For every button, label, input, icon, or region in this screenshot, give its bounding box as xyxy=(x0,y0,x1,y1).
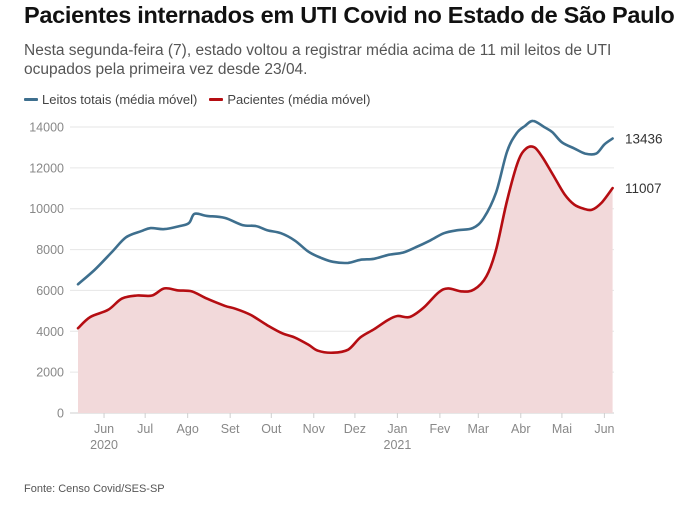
y-tick-label: 4000 xyxy=(36,325,64,339)
chart-subtitle: Nesta segunda-feira (7), estado voltou a… xyxy=(24,42,612,78)
y-axis: 0 2000 4000 6000 8000 10000 12000 14000 xyxy=(29,121,64,421)
source-note: Fonte: Censo Covid/SES-SP xyxy=(24,483,165,495)
line-layer xyxy=(76,119,614,355)
x-tick-label: Abr xyxy=(511,422,530,436)
x-tick-label: Mar xyxy=(468,422,490,436)
x-tick-label: Jun xyxy=(594,422,614,436)
y-tick-label: 8000 xyxy=(36,243,64,257)
x-tick-label: Nov xyxy=(303,422,326,436)
x-tick-label: Ago xyxy=(177,422,199,436)
leitos-end-label: 13436 xyxy=(625,132,663,147)
pacientes-area xyxy=(78,146,613,413)
leitos-line xyxy=(76,119,614,286)
x-tick-label: Mai xyxy=(552,422,572,436)
end-labels: 13436 11007 xyxy=(625,132,663,197)
legend-item-leitos: Leitos totais (média móvel) xyxy=(24,92,197,107)
y-tick-label: 6000 xyxy=(36,284,64,298)
x-tick-label: Fev xyxy=(429,422,451,436)
x-tick-year-label: 2020 xyxy=(90,438,118,452)
x-axis: Jun 2020 Jul Ago Set Out Nov Dez Jan 2021 Fev Mar Ab… xyxy=(90,413,615,452)
chart-legend: Leitos totais (média móvel) Pacientes (m… xyxy=(24,92,382,107)
x-tick-label: Dez xyxy=(344,422,366,436)
x-tick-label: Jan xyxy=(387,422,407,436)
x-tick-label: Set xyxy=(221,422,240,436)
pacientes-line xyxy=(76,145,614,355)
x-tick-label: Out xyxy=(261,422,282,436)
y-tick-label: 10000 xyxy=(29,202,64,216)
legend-label-leitos: Leitos totais (média móvel) xyxy=(42,92,198,107)
pacientes-end-label: 11007 xyxy=(625,181,662,196)
chart-title: Pacientes internados em UTI Covid no Est… xyxy=(24,2,675,28)
y-tick-label: 0 xyxy=(57,407,64,421)
legend-swatch-pacientes xyxy=(209,98,224,101)
x-tick-year-label: 2021 xyxy=(384,438,412,452)
x-tick-label: Jul xyxy=(137,422,153,436)
x-tick-label: Jun xyxy=(94,422,114,436)
area-layer xyxy=(78,146,613,413)
y-tick-label: 14000 xyxy=(29,121,64,135)
y-tick-label: 2000 xyxy=(36,366,64,380)
y-tick-label: 12000 xyxy=(29,161,64,175)
legend-label-pacientes: Pacientes (média móvel) xyxy=(227,92,371,107)
legend-item-pacientes: Pacientes (média móvel) xyxy=(209,92,370,107)
legend-swatch-leitos xyxy=(24,98,38,101)
